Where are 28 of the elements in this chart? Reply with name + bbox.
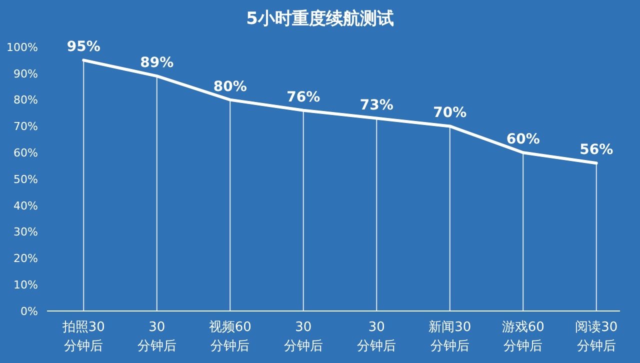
x-tick-label: 视频60 分钟后 <box>208 320 252 354</box>
y-tick-label: 80% <box>14 94 38 107</box>
y-tick-label: 90% <box>14 67 38 80</box>
y-tick-label: 0% <box>20 304 38 318</box>
x-tick-label: 30 分钟后 <box>137 320 176 354</box>
data-label: 73% <box>360 97 394 114</box>
data-label: 56% <box>580 142 614 158</box>
data-label: 95% <box>66 39 100 56</box>
x-tick-label: 阅读30 分钟后 <box>575 320 618 354</box>
x-tick-label: 拍照30 分钟后 <box>61 320 105 354</box>
x-tick-label: 游戏60 分钟后 <box>502 320 544 354</box>
y-tick-label: 10% <box>14 278 38 292</box>
y-tick-label: 50% <box>14 172 38 186</box>
data-label: 89% <box>140 55 174 72</box>
data-label: 80% <box>213 78 247 95</box>
x-tick-label: 30 分钟后 <box>284 320 323 354</box>
y-tick-label: 100% <box>6 40 38 54</box>
y-tick-label: 60% <box>14 146 38 160</box>
chart-title: 5小时重度续航测试 <box>246 9 394 29</box>
x-tick-label: 新闻30 分钟后 <box>428 320 472 354</box>
y-tick-label: 70% <box>14 120 38 134</box>
y-tick-label: 30% <box>14 226 38 239</box>
data-label: 70% <box>433 105 467 122</box>
y-tick-label: 40% <box>14 199 38 212</box>
y-tick-label: 20% <box>14 252 38 266</box>
data-label: 76% <box>286 89 320 106</box>
data-label: 60% <box>506 132 540 148</box>
x-tick-label: 30 分钟后 <box>357 320 396 354</box>
